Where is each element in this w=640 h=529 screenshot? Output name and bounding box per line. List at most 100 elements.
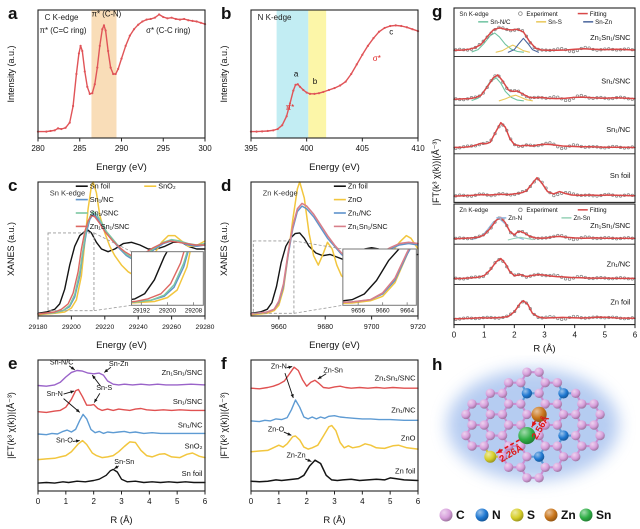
legend-label: SnO₂ — [158, 182, 176, 191]
arrowhead — [75, 408, 80, 413]
series-sn-foil — [37, 229, 206, 315]
experiment-point — [571, 50, 576, 54]
y-axis-label: |FT(k³ χ(k))|(Å⁻³) — [431, 139, 441, 206]
marker — [255, 130, 258, 133]
legend-atom-C — [439, 508, 453, 522]
x-tick-label: 0 — [36, 497, 41, 506]
marker — [149, 17, 152, 21]
marker — [308, 92, 312, 95]
inset-series-sn1-snc — [131, 251, 188, 303]
x-tick-label: 29280 — [196, 324, 215, 331]
atom-C — [497, 409, 508, 420]
atom-C — [522, 409, 532, 420]
arrow — [284, 372, 294, 399]
annotation: Zn-N — [271, 362, 287, 371]
marker — [302, 88, 305, 92]
marker — [132, 28, 136, 31]
marker — [195, 20, 198, 23]
arrowhead — [94, 398, 98, 403]
legend-swatch — [518, 207, 523, 213]
arrowhead — [104, 368, 109, 373]
marker — [56, 127, 60, 130]
marker — [338, 84, 342, 87]
marker — [64, 126, 67, 129]
zoom-connector — [293, 304, 343, 314]
marker — [292, 89, 295, 92]
annotation: Zn-O — [268, 424, 285, 433]
marker — [305, 91, 308, 94]
atom-C — [577, 441, 587, 451]
experiment-point — [552, 193, 556, 198]
fitting-curve — [453, 74, 636, 101]
legend-label: Sn₁/SNC — [90, 209, 119, 218]
x-axis-label: R (Å) — [110, 515, 132, 526]
atom-C — [589, 399, 599, 409]
shaded-band — [308, 10, 327, 138]
atom-C — [522, 367, 532, 377]
experiment-point — [560, 317, 564, 322]
marker — [405, 26, 408, 29]
annotation: Sn-N/C — [50, 358, 74, 367]
arrowhead — [288, 365, 293, 369]
atom-C — [552, 462, 563, 472]
series-sn1-nc — [37, 413, 206, 436]
marker — [98, 44, 101, 47]
inset-box — [342, 248, 417, 306]
marker — [272, 129, 275, 132]
atom-Sn — [518, 427, 536, 445]
panel-c: c 29192 29200 29208 29180 29200 29220 29240 292… — [2, 174, 215, 352]
marker — [389, 24, 392, 28]
fitting-curve — [453, 216, 636, 240]
atom-C — [522, 473, 532, 483]
curve-label: Zn₁Sn₁/SNC — [590, 221, 631, 230]
marker — [128, 34, 131, 37]
experiment-point — [579, 93, 583, 98]
series-sn-foil — [37, 468, 206, 484]
atom-C — [589, 420, 599, 430]
legend-label: Zn foil — [348, 182, 368, 191]
marker — [372, 37, 375, 40]
experiment-point — [564, 98, 568, 103]
curve-label: Zn foil — [610, 298, 630, 307]
marker — [296, 83, 299, 86]
y-axis-label: |FT(k³ χ(k))|(Å⁻³) — [6, 392, 16, 459]
panel-h: h 2.26Å 2.56Å C N S Zn Sn — [430, 355, 638, 528]
atom-C — [534, 430, 544, 441]
curve-label: Zn₁Sn₁/SNC — [375, 373, 416, 382]
x-tick-label: 3 — [119, 497, 124, 506]
inset-tick-label: 29200 — [159, 307, 177, 314]
experiment-point — [567, 98, 572, 102]
series-zn1sn1-snc — [37, 214, 206, 315]
chart-fitting: Zn₁Sn₁/SNC Sn₁/SNC Sn₁/NC Sn foil Sn K-edge E… — [431, 7, 638, 354]
legend-label: Experiment — [526, 11, 558, 18]
marker — [145, 18, 148, 21]
arrowhead — [531, 421, 537, 428]
marker — [317, 92, 321, 95]
legend-label: Zn₁Sn₁/SNC — [90, 222, 130, 231]
legend-label: ZnO — [348, 195, 363, 204]
fit-component — [498, 94, 533, 102]
atom-C — [516, 378, 526, 388]
legend-label: Zn-N — [508, 215, 522, 222]
marker — [333, 86, 336, 90]
experiment-point — [509, 270, 513, 275]
axes-box — [250, 181, 419, 317]
legend-atom-Sn — [579, 508, 593, 522]
marker — [191, 19, 194, 22]
x-tick-label: 9720 — [410, 324, 426, 331]
legend-label: Sn-S — [548, 19, 562, 26]
x-tick-label: 300 — [198, 144, 212, 153]
atom-C — [540, 462, 550, 472]
fitting-curve — [453, 121, 636, 149]
x-tick-label: 405 — [356, 144, 370, 153]
series-zn1sn1-snc — [250, 366, 419, 390]
x-tick-label: 0 — [249, 497, 254, 506]
arrowhead — [70, 366, 75, 370]
x-tick-label: 5 — [388, 497, 393, 506]
annotation: σ* — [373, 54, 381, 63]
annotation: Sn K-edge — [50, 188, 85, 197]
marker — [96, 66, 99, 69]
panel-letter-c: c — [8, 176, 18, 195]
x-tick-label: 410 — [411, 144, 425, 153]
legend-label: Zn₁Sn₁/SNC — [348, 222, 388, 231]
